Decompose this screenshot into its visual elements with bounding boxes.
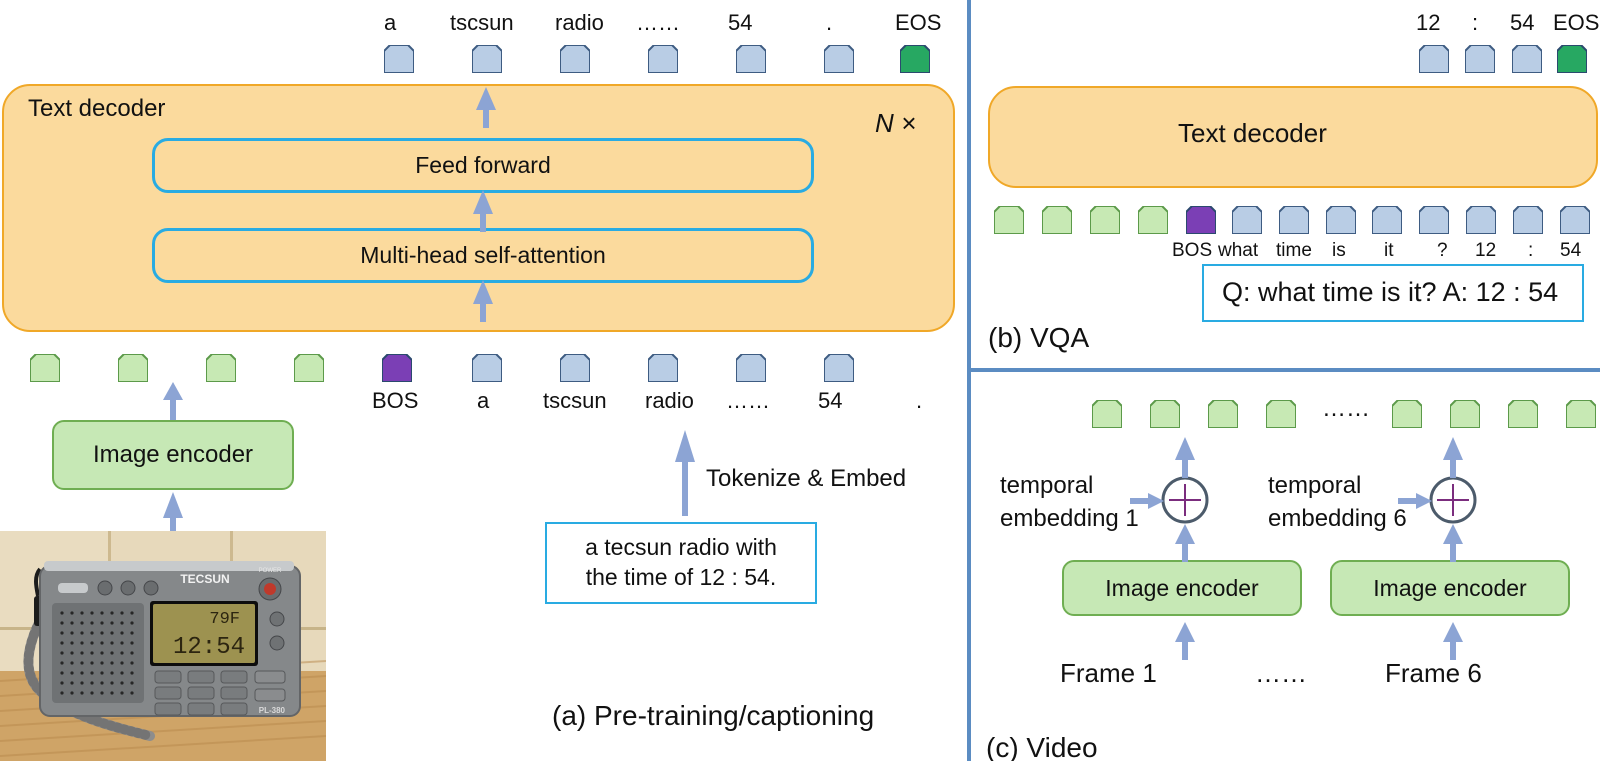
- svg-text:TECSUN: TECSUN: [180, 572, 229, 586]
- svg-text:79F: 79F: [209, 610, 240, 629]
- svg-text:12:54: 12:54: [173, 634, 245, 661]
- svg-text:POWER: POWER: [259, 568, 282, 574]
- svg-text:PL-380: PL-380: [259, 706, 286, 715]
